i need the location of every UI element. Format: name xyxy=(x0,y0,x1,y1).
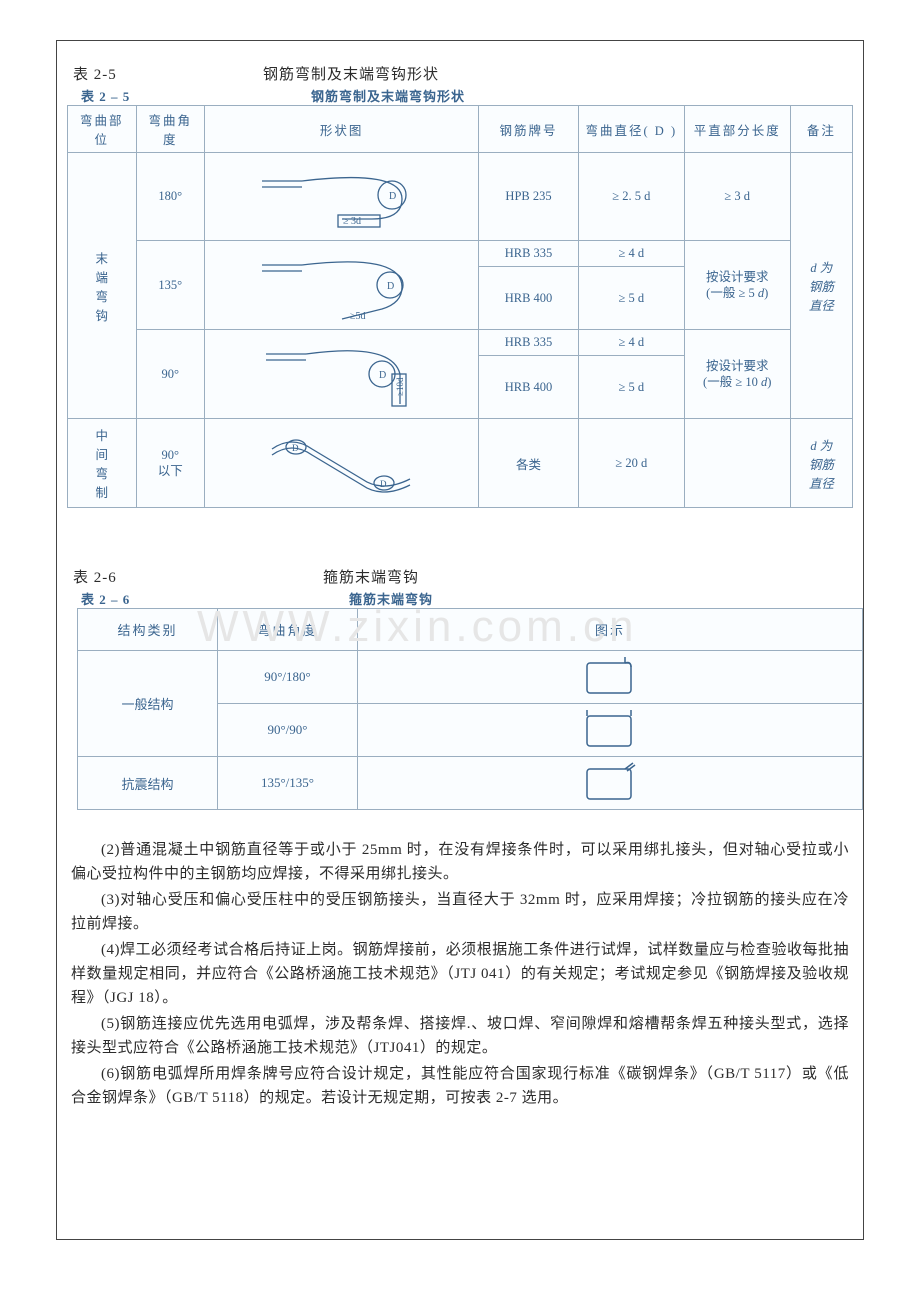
para-4: (4)焊工必须经考试合格后持证上岗。钢筋焊接前，必须根据施工条件进行试焊，试样数… xyxy=(71,938,849,1010)
table25-row-180: 末端弯钩 180° D ≥ 3d xyxy=(68,153,853,241)
cell-angle-90-180: 90°/180° xyxy=(218,651,358,704)
shape-mid-icon: D D xyxy=(242,423,442,503)
cell-straight-10d: 按设计要求(一般 ≥ 10 d) xyxy=(684,330,790,419)
cell-grade-hrb400a: HRB 400 xyxy=(479,267,579,330)
stirrup-90-180-icon xyxy=(575,655,645,699)
cell-dia-25d: ≥ 2. 5 d xyxy=(578,153,684,241)
col-straight-length: 平直部分长度 xyxy=(684,106,790,153)
svg-text:≥ 3d: ≥ 3d xyxy=(343,216,361,227)
shape-180-icon: D ≥ 3d xyxy=(242,159,442,235)
table25-row-90a: 90° D ≥10d HRB 335 xyxy=(68,330,853,356)
stirrup-135-135-icon xyxy=(575,761,645,805)
cell-fig-90-90 xyxy=(358,704,863,757)
cell-straight-empty xyxy=(684,419,790,508)
para-5: (5)钢筋连接应优先选用电弧焊，涉及帮条焊、搭接焊.、坡口焊、窄间隙焊和熔槽帮条… xyxy=(71,1012,849,1060)
svg-text:≥5d: ≥5d xyxy=(350,311,366,322)
table26-row3: 抗震结构 135°/135° xyxy=(78,757,863,810)
cell-angle-mid: 90°以下 xyxy=(136,419,205,508)
page-frame: 表 2-5 钢筋弯制及末端弯钩形状 表 2 – 5 钢筋弯制及末端弯钩形状 弯曲… xyxy=(56,40,864,1240)
table26-row1: 一般结构 90°/180° xyxy=(78,651,863,704)
cell-dia-4db: ≥ 4 d xyxy=(578,330,684,356)
col-struct-type: 结构类别 xyxy=(78,609,218,651)
cell-dia-20d: ≥ 20 d xyxy=(578,419,684,508)
col-remark: 备注 xyxy=(790,106,852,153)
table26-inner-title: 箍筋末端弯钩 xyxy=(349,589,433,608)
cell-shape-180: D ≥ 3d xyxy=(205,153,479,241)
table26-inner-caption: 表 2 – 6 箍筋末端弯钩 xyxy=(81,589,853,608)
table25-header-row: 弯曲部位 弯曲角度 形状图 钢筋牌号 弯曲直径( D ) 平直部分长度 备注 xyxy=(68,106,853,153)
cell-note-d1: d 为钢筋直径 xyxy=(790,153,852,419)
col-bend-part: 弯曲部位 xyxy=(68,106,137,153)
cell-shape-90: D ≥10d xyxy=(205,330,479,419)
para-6: (6)钢筋电弧焊所用焊条牌号应符合设计规定，其性能应符合国家现行标准《碳钢焊条》… xyxy=(71,1062,849,1110)
table26-wrap: WWW.zixin.com.cn 结构类别 弯曲角度 图示 一般结构 90°/1… xyxy=(67,608,853,810)
cell-general-struct: 一般结构 xyxy=(78,651,218,757)
cell-straight-3d: ≥ 3 d xyxy=(684,153,790,241)
cell-grade-hpb235: HPB 235 xyxy=(479,153,579,241)
cell-angle-135-135: 135°/135° xyxy=(218,757,358,810)
end-hook-text: 末端弯钩 xyxy=(74,248,130,324)
table26-outer-num: 表 2-6 xyxy=(73,566,323,587)
cell-fig-90-180 xyxy=(358,651,863,704)
cell-angle-180: 180° xyxy=(136,153,205,241)
table26-outer-caption: 表 2-6 箍筋末端弯钩 xyxy=(73,566,853,587)
cell-fig-135-135 xyxy=(358,757,863,810)
table25-row-mid: 中间弯制 90°以下 D D 各类 xyxy=(68,419,853,508)
table-26: 结构类别 弯曲角度 图示 一般结构 90°/180° xyxy=(77,608,863,810)
cell-end-hook-label: 末端弯钩 xyxy=(68,153,137,419)
col-bend-angle-26: 弯曲角度 xyxy=(218,609,358,651)
table25-inner-caption: 表 2 – 5 钢筋弯制及末端弯钩形状 xyxy=(81,86,853,105)
shape-135-icon: D ≥5d xyxy=(242,245,442,325)
cell-grade-hrb335b: HRB 335 xyxy=(479,330,579,356)
cell-note-d2: d 为钢筋直径 xyxy=(790,419,852,508)
cell-shape-mid: D D xyxy=(205,419,479,508)
table25-outer-caption: 表 2-5 钢筋弯制及末端弯钩形状 xyxy=(73,63,853,84)
cell-straight-5d: 按设计要求(一般 ≥ 5 d) xyxy=(684,241,790,330)
cell-angle-90: 90° xyxy=(136,330,205,419)
cell-dia-5da: ≥ 5 d xyxy=(578,267,684,330)
col-rebar-grade: 钢筋牌号 xyxy=(479,106,579,153)
svg-text:≥10d: ≥10d xyxy=(395,377,405,396)
cell-grade-hrb400b: HRB 400 xyxy=(479,356,579,419)
cell-shape-135: D ≥5d xyxy=(205,241,479,330)
table25-outer-num: 表 2-5 xyxy=(73,63,263,84)
table26-inner-num: 表 2 – 6 xyxy=(81,589,349,608)
table25-row-135a: 135° D ≥5d HRB 335 ≥ 4 d xyxy=(68,241,853,267)
cell-dia-5db: ≥ 5 d xyxy=(578,356,684,419)
svg-text:D: D xyxy=(292,443,299,453)
table25-outer-title: 钢筋弯制及末端弯钩形状 xyxy=(263,63,439,84)
svg-text:D: D xyxy=(380,479,387,489)
cell-grade-all: 各类 xyxy=(479,419,579,508)
col-shape-diagram: 形状图 xyxy=(205,106,479,153)
para-2: (2)普通混凝土中钢筋直径等于或小于 25mm 时，在没有焊接条件时，可以采用绑… xyxy=(71,838,849,886)
svg-text:D: D xyxy=(387,281,394,292)
paragraphs: (2)普通混凝土中钢筋直径等于或小于 25mm 时，在没有焊接条件时，可以采用绑… xyxy=(71,838,849,1110)
col-bend-diameter: 弯曲直径( D ) xyxy=(578,106,684,153)
cell-mid-label: 中间弯制 xyxy=(68,419,137,508)
stirrup-90-90-icon xyxy=(575,708,645,752)
table25-inner-num: 表 2 – 5 xyxy=(81,86,311,105)
col-illustration: 图示 xyxy=(358,609,863,651)
svg-text:D: D xyxy=(379,370,386,381)
shape-90-icon: D ≥10d xyxy=(242,334,442,414)
table26-outer-title: 箍筋末端弯钩 xyxy=(323,566,419,587)
svg-text:D: D xyxy=(389,191,396,202)
cell-angle-90-90: 90°/90° xyxy=(218,704,358,757)
para-3: (3)对轴心受压和偏心受压柱中的受压钢筋接头，当直径大于 32mm 时，应采用焊… xyxy=(71,888,849,936)
cell-grade-hrb335a: HRB 335 xyxy=(479,241,579,267)
cell-dia-4da: ≥ 4 d xyxy=(578,241,684,267)
cell-angle-135: 135° xyxy=(136,241,205,330)
table25-inner-title: 钢筋弯制及末端弯钩形状 xyxy=(311,86,465,105)
col-bend-angle: 弯曲角度 xyxy=(136,106,205,153)
table-25: 弯曲部位 弯曲角度 形状图 钢筋牌号 弯曲直径( D ) 平直部分长度 备注 末… xyxy=(67,105,853,508)
cell-seismic-struct: 抗震结构 xyxy=(78,757,218,810)
table26-header-row: 结构类别 弯曲角度 图示 xyxy=(78,609,863,651)
